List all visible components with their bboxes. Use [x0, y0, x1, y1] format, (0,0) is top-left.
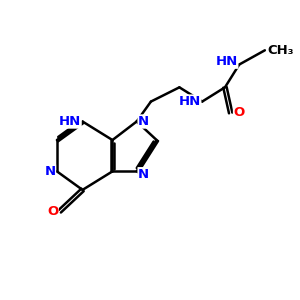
Text: N: N	[138, 168, 149, 181]
Text: O: O	[233, 106, 245, 119]
Text: HN: HN	[178, 95, 201, 108]
Text: CH₃: CH₃	[268, 44, 294, 57]
Text: HN: HN	[59, 115, 81, 128]
Text: HN: HN	[215, 55, 238, 68]
Text: N: N	[44, 165, 56, 178]
Text: O: O	[47, 205, 58, 218]
Text: N: N	[138, 115, 149, 128]
